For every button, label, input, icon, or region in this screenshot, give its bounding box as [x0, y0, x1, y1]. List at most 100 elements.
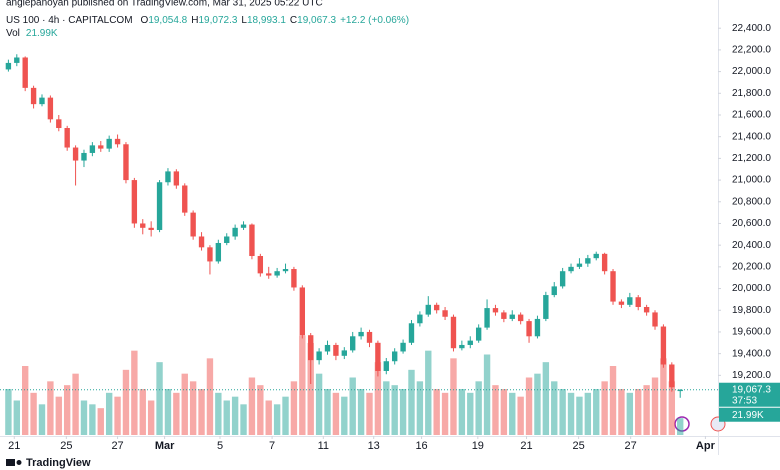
candle-body: [324, 344, 331, 352]
volume-bar: [164, 389, 172, 435]
volume-bar: [257, 385, 264, 435]
candle-body: [316, 351, 322, 361]
ohlc-value: 19,072.3: [198, 15, 237, 26]
volume-bar: [467, 392, 474, 435]
volume-bar: [38, 404, 46, 435]
volume-bar: [248, 377, 256, 435]
candle-body: [215, 242, 222, 262]
candle-body: [559, 271, 566, 287]
volume-bar: [131, 350, 138, 435]
x-tick-label: Mar: [155, 440, 175, 452]
y-tick-label: 20,600.0: [732, 218, 771, 229]
candle-body: [433, 304, 440, 311]
candle-body: [442, 310, 448, 317]
volume-bar: [332, 392, 340, 435]
volume-bar: [89, 404, 96, 435]
candle-body: [106, 138, 112, 149]
volume-bar: [324, 389, 331, 435]
volume-bar: [458, 389, 466, 435]
volume-bar: [139, 389, 146, 435]
candle-body: [72, 147, 79, 161]
volume-bar: [282, 396, 289, 435]
candle-body: [257, 256, 264, 274]
candle-body: [173, 171, 180, 186]
volume-value: 21.99K: [26, 28, 58, 39]
candle-body: [358, 331, 364, 337]
x-tick-label: Apr: [696, 440, 716, 452]
volume-bar: [206, 358, 214, 435]
volume-bar: [240, 404, 247, 435]
volume-bar: [576, 396, 583, 435]
candle-body: [635, 297, 641, 307]
candle-body: [501, 312, 507, 319]
candle-body: [585, 258, 591, 264]
volume-bar: [450, 358, 457, 435]
candle-body: [333, 344, 339, 356]
symbol: US 100 · 4h · CAPITALCOM: [6, 15, 133, 26]
candle-body: [425, 304, 431, 315]
candle-body: [299, 287, 306, 336]
volume-bar: [47, 381, 54, 435]
candle-body: [551, 286, 557, 296]
candle-body: [484, 308, 490, 328]
plot-area: [5, 54, 684, 435]
x-tick-label: 27: [111, 440, 123, 452]
candle-body: [308, 335, 314, 361]
volume-bar: [265, 400, 272, 435]
candle-body: [509, 314, 515, 319]
candle-body: [240, 224, 247, 228]
volume-bar: [349, 377, 356, 435]
candle-body: [22, 57, 28, 88]
y-tick-label: 19,600.0: [732, 327, 771, 338]
candle-body: [669, 364, 675, 388]
candle-body: [123, 144, 129, 181]
volume-bar: [584, 392, 592, 435]
candle-body: [232, 227, 238, 237]
candle-body: [610, 271, 616, 302]
candle-body: [652, 312, 658, 327]
volume-bar: [567, 392, 575, 435]
volume-bar: [147, 400, 155, 435]
x-tick-label: 19: [472, 440, 484, 452]
volume-bar: [542, 362, 550, 435]
y-tick-label: 21,800.0: [732, 88, 771, 99]
candle-body: [14, 57, 20, 63]
candle-body: [56, 119, 62, 129]
y-tick-label: 21,400.0: [732, 131, 771, 142]
volume-bar: [366, 392, 373, 435]
candle-body: [274, 271, 280, 276]
y-tick-label: 19,400.0: [732, 348, 771, 359]
volume-bar: [601, 381, 608, 435]
volume-bar: [677, 418, 684, 435]
candle-body: [341, 350, 347, 356]
volume-bar: [635, 389, 642, 435]
candle-body: [140, 223, 146, 228]
volume-bar: [492, 385, 499, 435]
volume-bar: [290, 381, 298, 435]
countdown: 37:53: [732, 395, 757, 406]
volume-bar: [559, 389, 566, 435]
brand-logo: [6, 459, 22, 466]
candle-body: [543, 295, 549, 319]
candle-body: [576, 263, 583, 267]
candle-body: [593, 253, 599, 259]
volume-bar: [609, 366, 617, 435]
volume-bar: [383, 381, 390, 435]
volume-bar: [660, 358, 667, 435]
candle-body: [417, 314, 423, 324]
volume-bar: [668, 381, 676, 435]
volume-bar: [181, 373, 188, 435]
y-tick-label: 21,600.0: [732, 110, 771, 121]
legend-line: US 100 · 4h · CAPITALCOM O19,054.8 H19,072…: [6, 15, 409, 26]
candle-body: [81, 152, 87, 161]
candle-body: [408, 323, 415, 343]
x-tick-label: 11: [318, 440, 329, 452]
candle-body: [291, 269, 297, 288]
volume-bar: [105, 392, 113, 435]
candle-body: [618, 301, 625, 305]
candle-body: [392, 351, 398, 362]
candle-body: [383, 361, 389, 371]
change: +12.2 (+0.06%): [340, 15, 409, 26]
